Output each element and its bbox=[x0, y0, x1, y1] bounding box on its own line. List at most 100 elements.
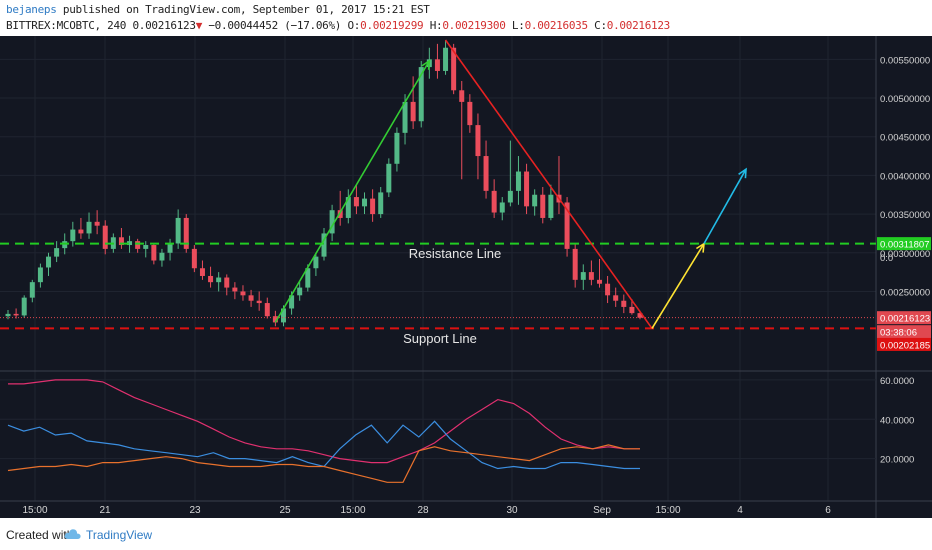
candle-body bbox=[21, 297, 27, 316]
price-tick-label: 0.00350000 bbox=[880, 210, 930, 221]
low-value: 0.00216035 bbox=[524, 19, 589, 32]
price-tick-label: 0.00300000 bbox=[880, 249, 930, 260]
candle-body bbox=[459, 90, 465, 102]
close-value: 0.00216123 bbox=[606, 19, 671, 32]
price-tick-label: 0.00450000 bbox=[880, 133, 930, 144]
candle-body bbox=[256, 300, 262, 304]
candle-body bbox=[467, 101, 473, 126]
candle-body bbox=[191, 248, 197, 269]
candle-body bbox=[46, 256, 52, 268]
candle-body bbox=[572, 248, 578, 280]
oscillator-tick-label: 60.0000 bbox=[880, 376, 914, 387]
candle-body bbox=[175, 217, 181, 244]
candle-body bbox=[540, 194, 546, 218]
candle-body bbox=[86, 221, 92, 234]
oscillator-tick-label: 20.0000 bbox=[880, 455, 914, 466]
candle-body bbox=[151, 245, 157, 261]
candle-body bbox=[102, 225, 108, 249]
high-label: H: bbox=[429, 19, 443, 32]
candle-body bbox=[394, 132, 400, 164]
candle-body bbox=[289, 295, 295, 309]
time-tick-label: 6 bbox=[825, 505, 831, 516]
resistance-line-label: Resistance Line bbox=[409, 246, 502, 261]
candle-body bbox=[337, 210, 343, 218]
candle-body bbox=[224, 277, 230, 288]
candle-body bbox=[605, 283, 611, 296]
candle-body bbox=[118, 237, 124, 246]
oscillator-orange-line bbox=[7, 444, 640, 483]
symbol-name[interactable]: BITTREX:MCOBTC, 240 bbox=[6, 19, 127, 32]
candle-body bbox=[499, 202, 505, 213]
candle-body bbox=[127, 241, 133, 246]
candle-body bbox=[515, 171, 521, 191]
trend-drawings bbox=[274, 39, 747, 329]
candle-body bbox=[167, 243, 173, 253]
time-tick-label: 15:00 bbox=[655, 505, 680, 516]
oscillator-pane bbox=[0, 379, 876, 483]
candle-body bbox=[451, 47, 457, 91]
candle-body bbox=[248, 295, 254, 301]
candle-body bbox=[216, 277, 222, 283]
chart-header: bejaneps published on TradingView.com, S… bbox=[0, 0, 932, 36]
price-tick-label: 0.0 bbox=[880, 253, 893, 264]
time-tick-label: 21 bbox=[99, 505, 111, 516]
time-tick-label: 15:00 bbox=[340, 505, 365, 516]
open-value: 0.00219299 bbox=[360, 19, 424, 32]
time-tick-label: 15:00 bbox=[22, 505, 47, 516]
level-lines bbox=[0, 242, 876, 330]
candle-body bbox=[297, 287, 303, 296]
candle-body bbox=[629, 306, 635, 314]
bar-countdown-text: 03:38:06 bbox=[880, 328, 917, 339]
high-value: 0.00219300 bbox=[442, 19, 506, 32]
chart-canvas[interactable]: 0.00550000 0.00500000 0.00450000 0.00400000… bbox=[0, 36, 932, 518]
candle-body bbox=[507, 190, 513, 203]
price-tick-label: 0.00550000 bbox=[880, 55, 930, 66]
candle-body bbox=[353, 197, 359, 207]
price-tick-label: 0.00500000 bbox=[880, 94, 930, 105]
candle-body bbox=[378, 192, 384, 215]
candle-body bbox=[94, 221, 100, 226]
time-tick-label: 4 bbox=[737, 505, 743, 516]
created-with-text: Created with bbox=[6, 528, 74, 542]
oscillator-axis: 60.0000 40.0000 20.0000 bbox=[880, 376, 914, 466]
price-axis[interactable]: 0.00550000 0.00500000 0.00450000 0.00400000… bbox=[877, 55, 931, 351]
candle-body bbox=[596, 279, 602, 284]
close-label: C: bbox=[594, 19, 607, 32]
candle-body bbox=[613, 295, 619, 301]
support-price-tag bbox=[877, 337, 931, 351]
candle-body bbox=[386, 163, 392, 193]
author-link[interactable]: bejaneps bbox=[6, 3, 57, 16]
forecast-arrow-cyan bbox=[703, 168, 747, 245]
candle-body bbox=[135, 241, 141, 249]
candle-body bbox=[183, 217, 189, 249]
candle-body bbox=[524, 171, 530, 207]
candle-body bbox=[370, 198, 376, 215]
candle-body bbox=[199, 268, 205, 276]
last-price: 0.00216123 bbox=[132, 19, 196, 32]
candle-body bbox=[54, 248, 60, 257]
time-tick-label: 28 bbox=[417, 505, 429, 516]
last-price-text: 0.00216123 bbox=[880, 314, 930, 325]
candle-body bbox=[402, 101, 408, 133]
candle-body bbox=[548, 194, 554, 218]
candle-body bbox=[564, 202, 570, 249]
candle-body bbox=[264, 303, 270, 317]
bar-countdown-tag bbox=[877, 325, 931, 339]
candlestick-series bbox=[5, 40, 643, 327]
tradingview-brand-link[interactable]: TradingView bbox=[86, 528, 153, 542]
candle-body bbox=[321, 233, 327, 257]
support-price-text: 0.00202185 bbox=[880, 340, 930, 351]
support-line-label: Support Line bbox=[403, 331, 477, 346]
candle-body bbox=[143, 245, 149, 249]
time-axis[interactable]: 15:00 21 23 25 15:00 28 30 Sep 15:00 4 6 bbox=[22, 505, 831, 516]
candle-body bbox=[159, 252, 165, 261]
candle-body bbox=[580, 272, 586, 280]
forecast-arrow-cyan-head bbox=[738, 167, 747, 179]
oscillator-pink-line bbox=[8, 379, 640, 464]
time-tick-label: 23 bbox=[189, 505, 201, 516]
candle-body bbox=[532, 194, 538, 207]
uptrend-arrow bbox=[274, 60, 431, 323]
candle-body bbox=[37, 267, 43, 283]
candle-body bbox=[637, 313, 643, 318]
low-label: L: bbox=[511, 19, 525, 32]
